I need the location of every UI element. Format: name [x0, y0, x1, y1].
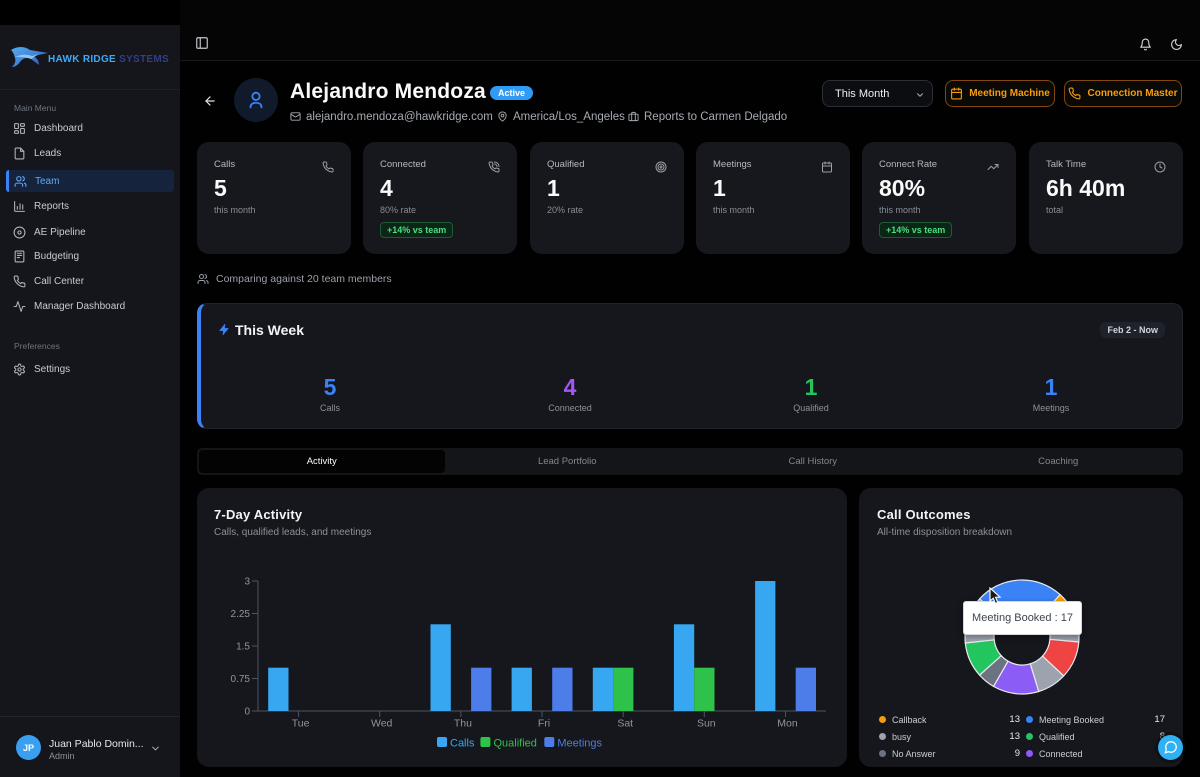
- svg-text:2.25: 2.25: [231, 609, 251, 620]
- svg-text:3: 3: [244, 577, 250, 588]
- svg-text:Fri: Fri: [538, 718, 550, 730]
- svg-text:Thu: Thu: [454, 718, 472, 730]
- svg-text:Qualified: Qualified: [494, 738, 537, 750]
- svg-text:Meetings: Meetings: [557, 738, 602, 750]
- svg-text:Sun: Sun: [697, 718, 716, 730]
- svg-text:Sat: Sat: [617, 718, 633, 730]
- svg-text:0: 0: [244, 707, 250, 718]
- svg-text:0.75: 0.75: [231, 674, 251, 685]
- svg-text:1.5: 1.5: [236, 642, 250, 653]
- svg-text:Calls: Calls: [450, 738, 475, 750]
- svg-text:Mon: Mon: [777, 718, 798, 730]
- svg-text:Tue: Tue: [292, 718, 310, 730]
- svg-text:Wed: Wed: [371, 718, 393, 730]
